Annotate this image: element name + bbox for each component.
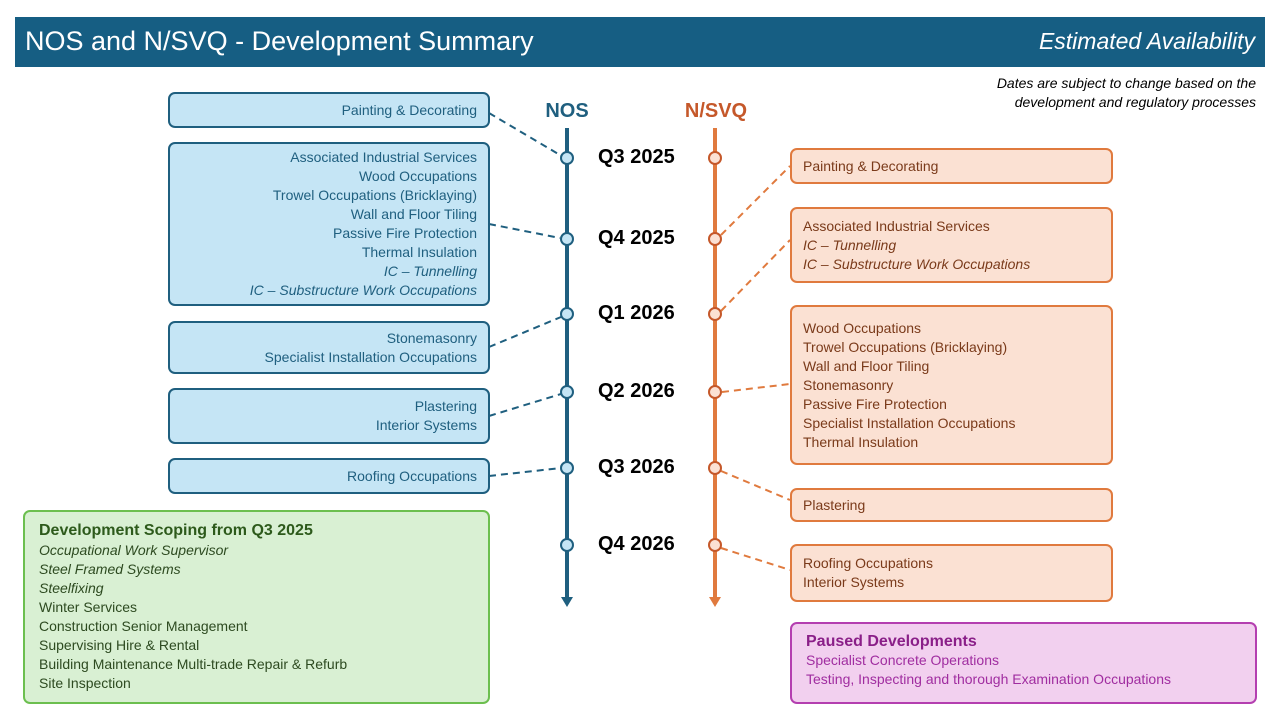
nos-node	[560, 151, 574, 165]
nsvq-box: Painting & Decorating	[790, 148, 1113, 184]
list-item: Plastering	[414, 398, 477, 414]
list-item: Occupational Work Supervisor	[39, 542, 229, 558]
nos-box: Associated Industrial Services Wood Occup…	[168, 142, 490, 306]
page-subtitle: Estimated Availability	[1038, 28, 1255, 54]
list-item: Painting & Decorating	[341, 101, 477, 118]
development-scoping-box: Development Scoping from Q3 2025 Occupat…	[23, 510, 490, 704]
connector	[720, 165, 791, 236]
list-item: Site Inspection	[39, 675, 131, 691]
list-item: Steelfixing	[39, 580, 104, 596]
list-item: Specialist Installation Occupations	[264, 348, 477, 365]
list-item: Specialist Installation Occupations	[803, 414, 1016, 431]
connector	[488, 467, 562, 477]
nsvq-box: Associated Industrial Services IC – Tunne…	[790, 207, 1113, 283]
nsvq-arrow-icon	[709, 597, 721, 607]
header-bar: NOS and N/SVQ - Development Summary Esti…	[15, 17, 1265, 67]
connector	[488, 393, 562, 417]
connector	[488, 223, 561, 239]
list-item: Specialist Concrete Operations	[806, 652, 999, 668]
quarter-label: Q1 2026	[598, 302, 675, 324]
list-item: Plastering	[803, 496, 866, 513]
list-item: IC – Tunnelling	[803, 236, 897, 253]
nsvq-node	[708, 232, 722, 246]
list-item: Supervising Hire & Rental	[39, 637, 200, 653]
nsvq-node	[708, 385, 722, 399]
note-line: development and regulatory processes	[1014, 94, 1256, 110]
list-item: Roofing Occupations	[803, 555, 933, 571]
nos-box: Roofing Occupations	[168, 458, 490, 494]
nos-box: Stonemasonry Specialist Installation Occu…	[168, 321, 490, 374]
nsvq-box: Plastering	[790, 488, 1113, 522]
nsvq-node	[708, 538, 722, 552]
nsvq-column-heading: N/SVQ	[684, 100, 748, 122]
list-item: Building Maintenance Multi-trade Repair …	[39, 656, 348, 672]
quarter-label: Q3 2026	[598, 456, 675, 478]
quarter-label: Q3 2025	[598, 146, 675, 168]
nos-box: Plastering Interior Systems	[168, 388, 490, 444]
list-item: Interior Systems	[803, 574, 905, 590]
quarter-label: Q2 2026	[598, 380, 675, 402]
list-item: Wood Occupations	[358, 168, 477, 184]
list-item: Passive Fire Protection	[803, 395, 947, 412]
nos-node	[560, 232, 574, 246]
list-item: Testing, Inspecting and thorough Examina…	[806, 671, 1172, 687]
list-item: Thermal Insulation	[803, 433, 919, 450]
list-item: IC – Tunnelling	[383, 263, 477, 279]
list-item: Associated Industrial Services	[290, 149, 477, 165]
list-item: Winter Services	[39, 599, 138, 615]
list-item: Thermal Insulation	[361, 244, 477, 260]
paused-developments-box: Paused Developments Specialist Concrete …	[790, 622, 1257, 704]
list-item: Stonemasonry	[803, 376, 894, 393]
nos-column-heading: NOS	[545, 100, 589, 122]
nos-box: Painting & Decorating	[168, 92, 490, 128]
disclaimer-note: Dates are subject to change based on the…	[997, 74, 1256, 112]
list-item: Steel Framed Systems	[39, 561, 181, 577]
connector	[720, 547, 791, 571]
nos-arrow-icon	[561, 597, 573, 607]
list-item: Roofing Occupations	[347, 467, 477, 484]
list-item: Associated Industrial Services	[803, 217, 990, 234]
nsvq-node	[708, 461, 722, 475]
nsvq-node	[708, 307, 722, 321]
nos-node	[560, 307, 574, 321]
list-item: Construction Senior Management	[39, 618, 248, 634]
paused-title: Paused Developments	[806, 633, 977, 650]
nos-node	[560, 461, 574, 475]
list-item: Wall and Floor Tiling	[803, 357, 930, 374]
connector	[721, 383, 791, 393]
note-line: Dates are subject to change based on the	[996, 75, 1256, 91]
connector	[488, 112, 561, 156]
quarter-label: Q4 2026	[598, 533, 675, 555]
list-item: Wood Occupations	[803, 319, 922, 336]
quarter-label: Q4 2025	[598, 227, 675, 249]
nsvq-box: Wood Occupations Trowel Occupations (Bric…	[790, 305, 1113, 465]
page-title: NOS and N/SVQ - Development Summary	[25, 26, 534, 56]
nsvq-node	[708, 151, 722, 165]
list-item: IC – Substructure Work Occupations	[803, 255, 1031, 272]
scoping-title: Development Scoping from Q3 2025	[39, 522, 313, 539]
connector	[720, 239, 791, 312]
nsvq-box: Roofing Occupations Interior Systems	[790, 544, 1113, 602]
list-item: Interior Systems	[375, 417, 477, 433]
nos-node	[560, 385, 574, 399]
list-item: Trowel Occupations (Bricklaying)	[272, 187, 477, 203]
list-item: Passive Fire Protection	[333, 225, 477, 241]
list-item: Painting & Decorating	[803, 157, 939, 174]
list-item: IC – Substructure Work Occupations	[249, 282, 477, 298]
list-item: Stonemasonry	[386, 329, 477, 346]
nos-node	[560, 538, 574, 552]
connector	[720, 470, 791, 501]
list-item: Trowel Occupations (Bricklaying)	[803, 338, 1008, 355]
list-item: Wall and Floor Tiling	[350, 206, 477, 222]
connector	[488, 316, 562, 348]
